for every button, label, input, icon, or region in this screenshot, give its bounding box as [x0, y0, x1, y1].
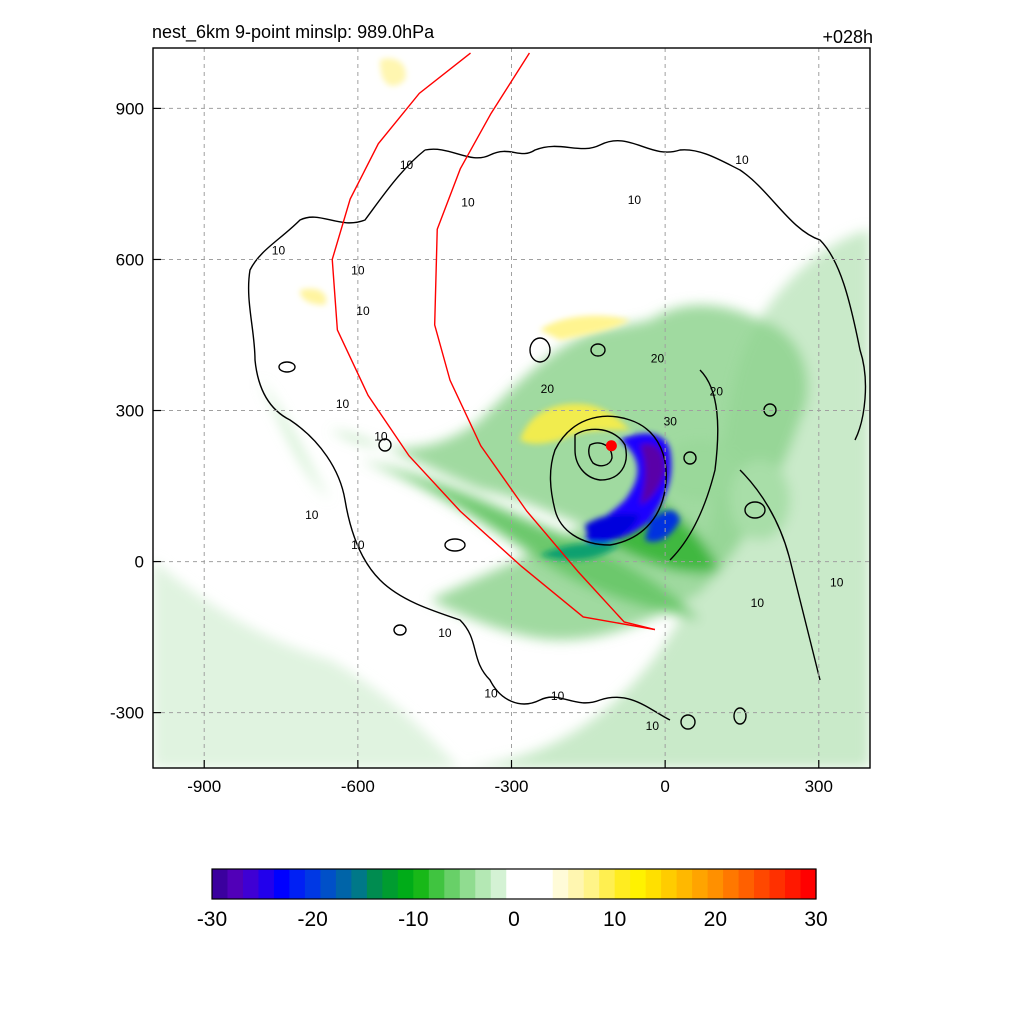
colorbar-tick-label: 10	[603, 908, 626, 931]
colorbar-swatch	[537, 869, 554, 899]
contour-label: 10	[400, 158, 414, 172]
contour-label: 10	[272, 243, 286, 257]
colorbar-swatch	[723, 869, 740, 899]
contour-label: 10	[830, 576, 844, 590]
x-axis: -900 -600 -300 0 300	[187, 760, 833, 796]
colorbar-swatch	[490, 869, 507, 899]
colorbar-swatch	[475, 869, 492, 899]
x-tick-label: -900	[187, 777, 221, 796]
colorbar-swatch	[320, 869, 337, 899]
colorbar-swatch	[521, 869, 538, 899]
colorbar-swatch	[707, 869, 724, 899]
contour-label: 20	[651, 352, 665, 366]
x-tick-label: -600	[341, 777, 375, 796]
contour-labels: 10 10 10 10 10 10 10 10 10 10 10 10 10 10 10 10 10 20 20 20…	[272, 153, 844, 733]
colorbar-tick-label: -10	[398, 908, 428, 931]
colorbar-swatch	[242, 869, 260, 899]
colorbar-swatch	[661, 869, 678, 899]
contour-label: 30	[664, 415, 678, 429]
colorbar-swatch	[769, 869, 786, 899]
colorbar-tick-label: 0	[508, 908, 520, 931]
colorbar-swatch	[397, 869, 414, 899]
track-outer	[331, 52, 656, 631]
colorbar: -30 -20 -10 0 10 20 30	[197, 868, 828, 931]
colorbar-swatch	[258, 869, 275, 899]
contour-label: 10	[751, 596, 765, 610]
y-tick-label: 900	[116, 99, 144, 118]
colorbar-swatch	[428, 869, 445, 899]
colorbar-swatch	[366, 869, 383, 899]
colorbar-swatch	[459, 869, 476, 899]
colorbar-swatch	[273, 869, 291, 899]
colorbar-swatch	[800, 869, 817, 899]
contour-label: 10	[336, 397, 350, 411]
y-tick-label: 300	[116, 402, 144, 421]
contour-label: 10	[484, 687, 498, 701]
colorbar-swatch	[506, 869, 523, 899]
colorbar-swatch	[738, 869, 755, 899]
colorbar-swatch	[692, 869, 709, 899]
colorbar-swatch	[227, 869, 244, 899]
chart-title: nest_6km 9-point minslp: 989.0hPa	[152, 22, 435, 42]
y-tick-label: -300	[110, 704, 144, 723]
x-tick-label: -300	[494, 777, 528, 796]
colorbar-tick-label: -20	[297, 908, 327, 931]
contour-label: 10	[646, 719, 660, 733]
colorbar-swatch	[676, 869, 693, 899]
colorbar-tick-label: 20	[704, 908, 727, 931]
contour-label: 20	[710, 384, 724, 398]
contour-lines	[247, 140, 867, 730]
contour-label: 10	[735, 153, 749, 167]
storm-center-dot	[605, 440, 617, 452]
forecast-hour-label: +028h	[822, 27, 873, 47]
colorbar-swatch	[382, 869, 399, 899]
y-tick-label: 0	[135, 553, 144, 572]
colorbar-swatch	[335, 869, 352, 899]
grid-lines	[153, 48, 870, 768]
contour-label: 10	[351, 538, 365, 552]
contour-label: 20	[541, 382, 555, 396]
contour-label: 10	[628, 193, 642, 207]
contour-label: 10	[551, 689, 565, 703]
colorbar-tick-label: 30	[804, 908, 827, 931]
contour-label: 10	[438, 626, 452, 640]
colorbar-swatch	[413, 869, 430, 899]
red-track-curves	[331, 52, 656, 631]
colorbar-frame	[211, 868, 817, 900]
y-tick-label: 600	[116, 250, 144, 269]
colorbar-swatch	[785, 869, 802, 899]
colorbar-swatch	[630, 869, 647, 899]
colorbar-swatch	[754, 869, 771, 899]
track-inner	[433, 52, 656, 631]
contour-label: 10	[374, 430, 388, 444]
x-tick-label: 300	[805, 777, 833, 796]
colorbar-swatch	[599, 869, 616, 899]
colorbar-swatch	[645, 869, 662, 899]
y-axis: 900 600 300 0 -300	[110, 99, 161, 723]
colorbar-swatch	[351, 869, 368, 899]
contour-label: 10	[356, 304, 370, 318]
colorbar-swatch	[614, 869, 631, 899]
colorbar-swatch	[212, 869, 229, 899]
x-tick-label: 0	[660, 777, 669, 796]
colorbar-swatch	[444, 869, 461, 899]
colorbar-swatch	[583, 869, 600, 899]
contour-label: 10	[351, 264, 365, 278]
colorbar-swatch	[552, 869, 569, 899]
colorbar-tick-label: -30	[197, 908, 227, 931]
contour-label: 10	[305, 508, 319, 522]
contour-label: 10	[461, 196, 475, 210]
colorbar-swatch	[289, 869, 306, 899]
colorbar-swatch	[568, 869, 585, 899]
colorbar-swatch	[304, 869, 322, 899]
